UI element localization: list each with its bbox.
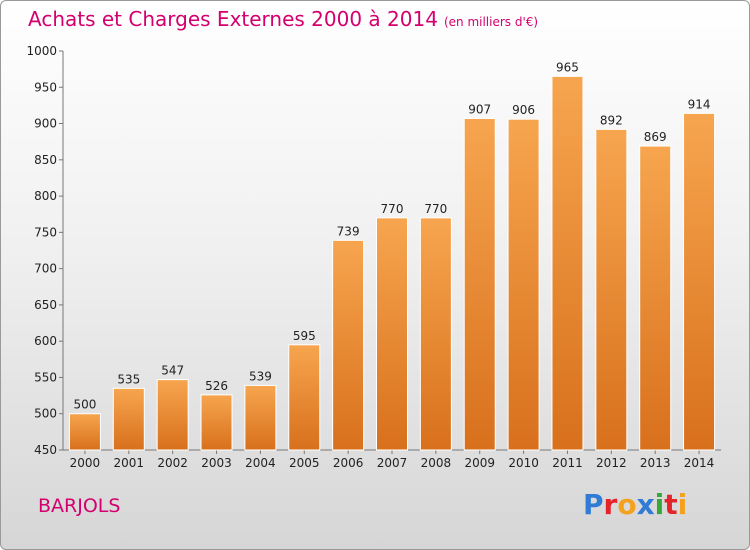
- title-text: Achats et Charges Externes 2000 à 2014: [28, 7, 438, 31]
- logo-letter: o: [617, 488, 637, 521]
- logo-letter: x: [636, 488, 655, 521]
- bar: [507, 118, 540, 451]
- chart-title: Achats et Charges Externes 2000 à 2014 (e…: [28, 7, 538, 31]
- data-label: 770: [424, 202, 447, 216]
- data-label: 526: [205, 379, 228, 393]
- bar: [683, 112, 716, 451]
- x-tick-label: 2000: [70, 456, 101, 470]
- data-label: 907: [468, 102, 491, 116]
- axes: 450 500 550 600 650 700 750 800 850 900 950 1000 200…: [26, 44, 721, 470]
- x-tick-label: 2012: [596, 456, 627, 470]
- y-tick-label: 500: [34, 407, 57, 421]
- logo-letter: i: [654, 488, 665, 521]
- y-tick-label: 450: [34, 443, 57, 457]
- y-tick-label: 550: [34, 370, 57, 384]
- data-label: 739: [337, 224, 360, 238]
- bar: [419, 217, 452, 451]
- y-tick-label: 1000: [26, 44, 57, 58]
- y-tick-label: 600: [34, 334, 57, 348]
- x-tick-label: 2014: [684, 456, 715, 470]
- y-tick-label: 900: [34, 117, 57, 131]
- bar: [595, 128, 628, 451]
- bar: [288, 344, 321, 451]
- x-tick-label: 2011: [552, 456, 583, 470]
- bar: [639, 145, 672, 451]
- x-tick-label: 2008: [421, 456, 452, 470]
- x-tick-label: 2004: [245, 456, 276, 470]
- data-label: 539: [249, 369, 272, 383]
- data-label: 547: [161, 364, 184, 378]
- bar: [112, 387, 145, 451]
- logo-letter: i: [677, 488, 688, 521]
- bar: [463, 117, 496, 451]
- data-label: 965: [556, 60, 579, 74]
- data-label: 869: [644, 130, 667, 144]
- y-tick-label: 650: [34, 298, 57, 312]
- y-tick-label: 700: [34, 262, 57, 276]
- data-label: 914: [688, 97, 711, 111]
- x-tick-label: 2006: [333, 456, 364, 470]
- logo-letter: r: [603, 488, 618, 521]
- logo-letter: P: [583, 488, 604, 521]
- x-tick-label: 2007: [377, 456, 408, 470]
- x-tick-label: 2002: [157, 456, 188, 470]
- data-label: 535: [117, 372, 140, 386]
- bar: [68, 413, 101, 451]
- y-tick-label: 850: [34, 153, 57, 167]
- x-tick-label: 2010: [508, 456, 539, 470]
- data-label: 595: [293, 329, 316, 343]
- bar: [551, 75, 584, 451]
- chart-subtitle: (en milliers d'€): [443, 15, 539, 29]
- bar: [156, 379, 189, 451]
- proxiti-logo: Proxiti: [583, 488, 687, 521]
- y-tick-label: 750: [34, 225, 57, 239]
- x-tick-label: 2001: [114, 456, 145, 470]
- data-label: 770: [381, 202, 404, 216]
- x-tick-label: 2005: [289, 456, 320, 470]
- data-label: 892: [600, 113, 623, 127]
- data-label: 500: [73, 398, 96, 412]
- commune-name: BARJOLS: [38, 495, 121, 517]
- x-tick-label: 2013: [640, 456, 671, 470]
- x-tick-label: 2003: [201, 456, 232, 470]
- bar: [332, 239, 365, 451]
- y-tick-label: 800: [34, 189, 57, 203]
- y-tick-label: 950: [34, 80, 57, 94]
- value-labels: 500 535 547 526 539 595 739 770 770 907 906 965 892 8…: [73, 60, 710, 411]
- bar: [376, 217, 408, 451]
- bars: [68, 75, 716, 451]
- x-tick-label: 2009: [464, 456, 495, 470]
- bar: [244, 384, 277, 451]
- data-label: 906: [512, 103, 535, 117]
- bar: [200, 394, 233, 451]
- logo-letter: t: [664, 488, 678, 521]
